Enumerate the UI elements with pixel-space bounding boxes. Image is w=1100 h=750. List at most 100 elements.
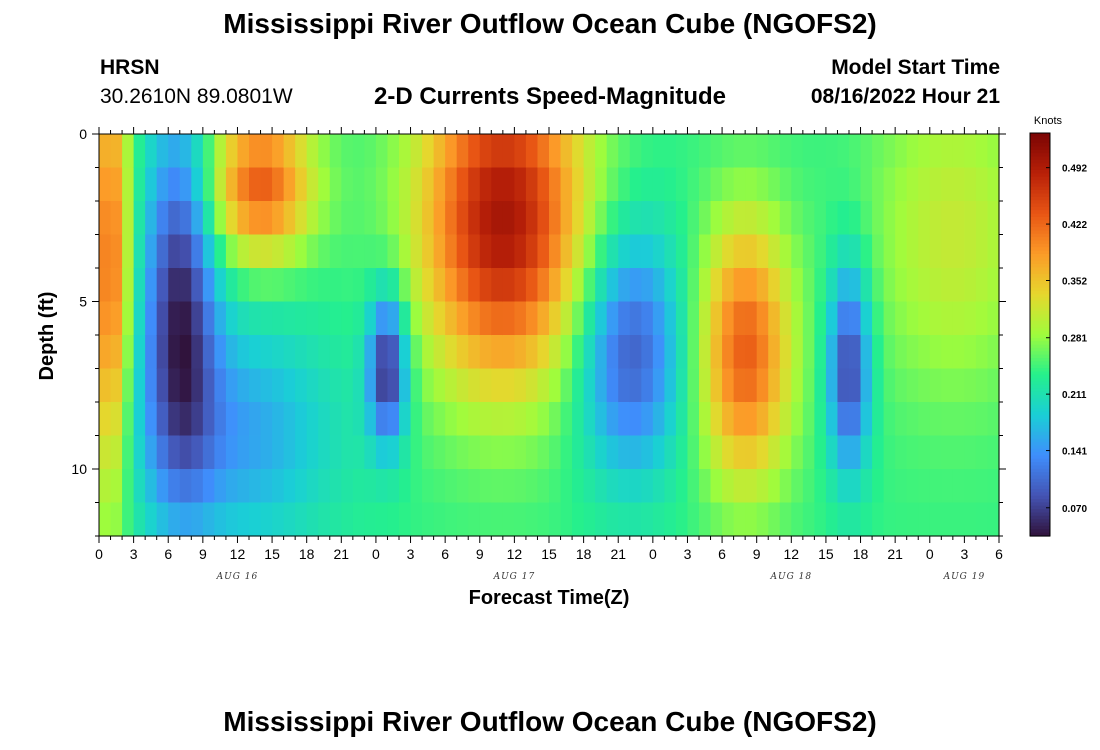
- heatmap-cell: [675, 201, 689, 236]
- heatmap-cell: [456, 301, 469, 336]
- colorbar-swatch: [1030, 512, 1050, 517]
- heatmap-cell: [549, 301, 562, 336]
- colorbar-swatch: [1030, 133, 1050, 137]
- heatmap-cell: [606, 469, 619, 504]
- heatmap-cell: [687, 402, 700, 437]
- heatmap-cell: [641, 268, 654, 303]
- colorbar-swatch: [1030, 186, 1050, 191]
- heatmap-cell: [825, 502, 839, 537]
- heatmap-cell: [906, 469, 919, 504]
- colorbar-swatch: [1030, 462, 1050, 467]
- heatmap-cell: [560, 368, 573, 403]
- heatmap-cell: [664, 402, 677, 437]
- heatmap-cell: [583, 167, 596, 202]
- heatmap-cell: [214, 201, 227, 236]
- chart-title-bottom: Mississippi River Outflow Ocean Cube (NG…: [223, 706, 877, 737]
- heatmap-cell: [433, 502, 446, 537]
- heatmap-cell: [849, 134, 862, 169]
- heatmap-cell: [941, 335, 954, 370]
- heatmap-cell: [456, 268, 469, 303]
- heatmap-cell: [260, 234, 273, 269]
- heatmap-cell: [214, 402, 227, 437]
- heatmap-cell: [652, 268, 665, 303]
- heatmap-cell: [410, 335, 423, 370]
- heatmap-cell: [675, 469, 689, 504]
- heatmap-cell: [549, 502, 562, 537]
- colorbar-swatch: [1030, 190, 1050, 195]
- heatmap-cell: [191, 268, 204, 303]
- heatmap-cell: [652, 368, 665, 403]
- heatmap-cell: [352, 368, 365, 403]
- x-date-label: AUG 19: [943, 572, 986, 582]
- colorbar-swatch: [1030, 438, 1050, 443]
- heatmap-cell: [110, 368, 123, 403]
- heatmap-cell: [883, 402, 896, 437]
- heatmap-cell: [572, 301, 585, 336]
- heatmap-cell: [272, 435, 285, 470]
- heatmap-cell: [295, 469, 308, 504]
- heatmap-cell: [237, 469, 250, 504]
- heatmap-cell: [145, 301, 158, 336]
- heatmap-cell: [791, 435, 804, 470]
- heatmap-cell: [952, 402, 965, 437]
- heatmap-cell: [468, 435, 481, 470]
- heatmap-cell: [352, 201, 365, 236]
- heatmap-cell: [941, 301, 954, 336]
- heatmap-cell: [618, 335, 631, 370]
- heatmap-cell: [906, 335, 919, 370]
- heatmap-cell: [906, 134, 919, 169]
- heatmap-cell: [272, 167, 285, 202]
- heatmap-cell: [883, 268, 896, 303]
- colorbar-swatch: [1030, 499, 1050, 504]
- heatmap-cell: [191, 368, 204, 403]
- colorbar-swatch: [1030, 176, 1050, 181]
- heatmap-cell: [652, 234, 665, 269]
- heatmap-cell: [918, 335, 931, 370]
- colorbar-swatch: [1030, 441, 1050, 446]
- heatmap-cell: [375, 502, 389, 537]
- heatmap-cell: [802, 301, 815, 336]
- heatmap-cell: [352, 167, 365, 202]
- heatmap-cell: [987, 435, 1000, 470]
- heatmap-cell: [329, 301, 342, 336]
- colorbar-swatch: [1030, 300, 1050, 305]
- heatmap-cell: [145, 268, 158, 303]
- heatmap-cell: [929, 335, 942, 370]
- x-tick-label: 21: [610, 546, 626, 562]
- x-tick-label: 6: [164, 546, 172, 562]
- heatmap-cell: [583, 469, 596, 504]
- heatmap-cell: [837, 469, 850, 504]
- heatmap-cell: [699, 435, 712, 470]
- heatmap-cell: [225, 301, 239, 336]
- heatmap-cell: [756, 134, 769, 169]
- colorbar-swatch: [1030, 233, 1050, 238]
- heatmap-cell: [710, 402, 723, 437]
- heatmap-cell: [387, 167, 400, 202]
- heatmap-cell: [399, 167, 412, 202]
- heatmap-cell: [249, 502, 262, 537]
- heatmap-cell: [502, 234, 515, 269]
- heatmap-cell: [664, 435, 677, 470]
- colorbar-swatch: [1030, 263, 1050, 268]
- heatmap-cell: [618, 201, 631, 236]
- heatmap-cell: [722, 435, 735, 470]
- heatmap-cell: [410, 402, 423, 437]
- heatmap-cell: [202, 134, 215, 169]
- colorbar-tick-label: 0.352: [1062, 276, 1087, 287]
- heatmap-cell: [225, 201, 239, 236]
- heatmap-cell: [214, 502, 227, 537]
- heatmap-cell: [825, 134, 839, 169]
- heatmap-cell: [756, 435, 769, 470]
- heatmap-cell: [722, 234, 735, 269]
- heatmap-cell: [860, 368, 873, 403]
- heatmap-cell: [952, 502, 965, 537]
- heatmap-cell: [675, 134, 689, 169]
- heatmap-cell: [318, 335, 331, 370]
- heatmap-cells: [99, 134, 1000, 537]
- heatmap-cell: [156, 301, 169, 336]
- heatmap-cell: [675, 402, 689, 437]
- heatmap-cell: [191, 335, 204, 370]
- heatmap-cell: [779, 234, 792, 269]
- heatmap-cell: [860, 134, 873, 169]
- heatmap-cell: [629, 435, 642, 470]
